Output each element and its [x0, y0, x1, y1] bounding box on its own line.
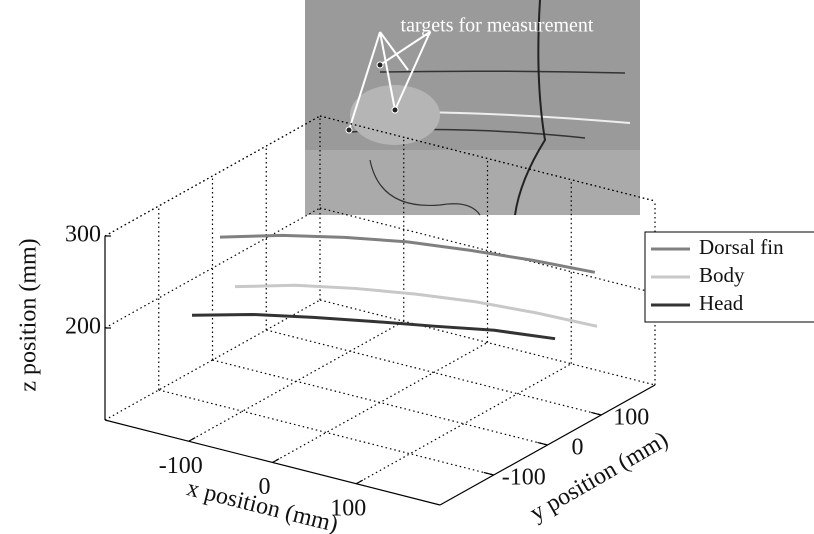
photo: targets for measurement: [305, 0, 640, 215]
y-tick-label: -100: [502, 465, 546, 491]
x-tick-label: -100: [159, 453, 203, 479]
x-tick-mark: [356, 480, 362, 484]
y-axis: [440, 385, 655, 505]
x-tick-mark: [273, 459, 279, 463]
annotation: targets for measurement: [401, 15, 594, 37]
x-tick-mark: [189, 438, 195, 442]
legend-label: Dorsal fin: [699, 235, 784, 259]
legend-label: Body: [699, 263, 745, 287]
y-tick-label: 100: [613, 405, 649, 431]
y-tick-mark: [537, 442, 547, 445]
y-tick-mark: [484, 472, 494, 475]
y-axis-label: y position (mm): [526, 427, 673, 527]
chart: targets for measurement z position (mm) …: [0, 0, 814, 534]
y-tick-label: 0: [572, 435, 584, 461]
series-line: [192, 314, 555, 338]
legend: Dorsal fin Body Head: [645, 232, 814, 322]
series-line: [235, 285, 597, 326]
grid-line: [273, 343, 488, 463]
grid-line: [159, 390, 494, 475]
series-line: [220, 235, 595, 272]
x-tick-label: 100: [330, 495, 366, 521]
x-axis: [105, 420, 440, 505]
z-tick-label: 300: [65, 222, 101, 248]
x-tick-label: 0: [259, 474, 271, 500]
grid-line: [213, 360, 548, 445]
y-tick-mark: [591, 412, 601, 415]
legend-label: Head: [699, 291, 744, 315]
z-tick-label: 200: [65, 314, 101, 340]
z-axis-label: z position (mm): [16, 238, 42, 391]
